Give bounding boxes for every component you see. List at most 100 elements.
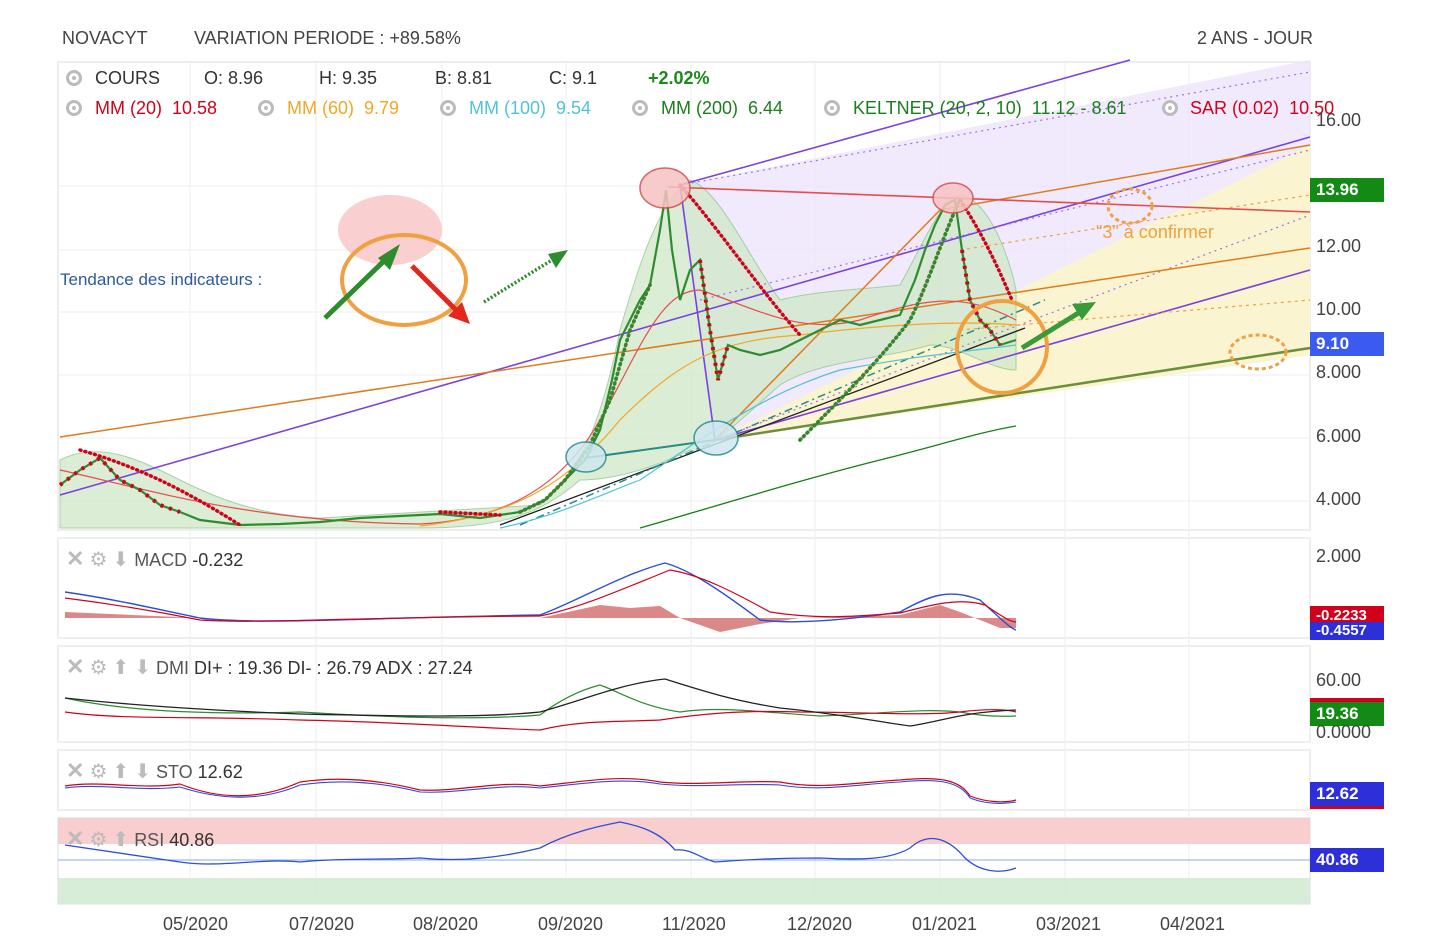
- close-icon[interactable]: ✕: [66, 758, 85, 783]
- dmi-tag: 19.36: [1310, 698, 1384, 726]
- black-trend-line: [499, 327, 1026, 526]
- macd-line: [64, 562, 1017, 631]
- arrow-up-icon[interactable]: ⬆: [112, 657, 130, 679]
- arrow-down-icon[interactable]: ⬇: [112, 549, 130, 571]
- dmi-axis-top: 60.00: [1316, 670, 1362, 690]
- y-tick-8: 8.000: [1316, 362, 1362, 382]
- change-value: +2.02%: [648, 68, 710, 88]
- rsi-header: ✕ ⚙ ⬆ RSI 40.86: [66, 826, 215, 851]
- dmi-plus-line: [64, 684, 1017, 719]
- annotation-orange-circle: [340, 233, 468, 327]
- x-tick-09-2020: 09/2020: [538, 914, 604, 934]
- rsi-oversold-zone: [58, 878, 1310, 904]
- mm60-label: MM (60) 9.79: [287, 98, 400, 118]
- gear-icon[interactable]: ⚙: [89, 549, 108, 571]
- mm100-line: [499, 344, 1017, 529]
- macd-header: ✕ ⚙ ⬇ MACD -0.232: [66, 546, 244, 571]
- target-circle-top: [1106, 187, 1154, 225]
- price-line: [59, 189, 1017, 527]
- trend-dotted: [959, 194, 1311, 331]
- high-price-tag: 13.96: [1310, 178, 1384, 202]
- macd-panel-frame: [57, 537, 1311, 639]
- low-value: B: 8.81: [435, 68, 493, 88]
- bottom-circle-right: [693, 420, 739, 456]
- arrow-up-icon[interactable]: ⬆: [112, 761, 130, 783]
- mm100-gear-icon[interactable]: [440, 100, 456, 116]
- sar-label: SAR (0.02) 10.50: [1190, 98, 1335, 118]
- x-tick-12-2020: 12/2020: [787, 914, 853, 934]
- mm20-label: MM (20) 10.58: [95, 98, 218, 118]
- sto-d-line: [64, 780, 1017, 804]
- rsi-tag: 40.86: [1310, 848, 1384, 872]
- y-tick-12: 12.00: [1316, 236, 1362, 256]
- close-icon[interactable]: ✕: [66, 654, 85, 679]
- dmi-axis-bottom: 0.0000: [1316, 722, 1372, 742]
- top-circle-left: [639, 167, 691, 209]
- period-label[interactable]: 2 ANS - JOUR: [1197, 28, 1314, 48]
- open-value: O: 8.96: [204, 68, 264, 88]
- confirm-annotation: "3" à confirmer: [1096, 222, 1214, 242]
- x-tick-04-2021: 04/2021: [1160, 914, 1226, 934]
- variation-label: VARIATION PERIODE : +89.58%: [194, 28, 461, 48]
- macd-tag-line: -0.4557: [1310, 622, 1384, 640]
- dmi-panel-frame: [57, 645, 1311, 743]
- channel-dotted: [679, 71, 1311, 441]
- trend-arrows: [323, 244, 1096, 351]
- arrow-down-icon[interactable]: ⬇: [134, 761, 151, 783]
- dmi-minus-line: [64, 709, 1017, 731]
- x-tick-11-2020: 11/2020: [662, 914, 726, 934]
- sto-header: ✕ ⚙ ⬆ ⬇ STO 12.62: [66, 758, 243, 783]
- mm60-gear-icon[interactable]: [258, 100, 274, 116]
- high-value: H: 9.35: [319, 68, 378, 88]
- mm20-gear-icon[interactable]: [66, 100, 82, 116]
- y-tick-6: 6.000: [1316, 426, 1362, 446]
- x-tick-01-2021: 01/2021: [912, 914, 978, 934]
- y-tick-10: 10.00: [1316, 299, 1362, 319]
- close-icon[interactable]: ✕: [66, 546, 85, 571]
- mm20-line: [59, 289, 1017, 525]
- keltner-gear-icon[interactable]: [824, 100, 840, 116]
- x-tick-05-2020: 05/2020: [163, 914, 229, 934]
- x-tick-08-2020: 08/2020: [413, 914, 479, 934]
- mm200-line: [639, 425, 1017, 529]
- y-tick-4: 4.000: [1316, 489, 1362, 509]
- close-value: C: 9.1: [549, 68, 598, 88]
- resistance-line: [667, 186, 1311, 213]
- x-tick-03-2021: 03/2021: [1036, 914, 1102, 934]
- mm200-label: MM (200) 6.44: [661, 98, 784, 118]
- candles-down-late: [698, 249, 1002, 381]
- gear-icon[interactable]: ⚙: [89, 657, 108, 679]
- symbol-title: NOVACYT: [62, 28, 148, 48]
- macd-tag-signal: -0.2233: [1310, 606, 1384, 626]
- gear-icon[interactable]: ⚙: [89, 761, 108, 783]
- x-tick-07-2020: 07/2020: [289, 914, 355, 934]
- top-circle-right: [932, 182, 974, 214]
- arrow-down-icon[interactable]: ⬇: [134, 657, 151, 679]
- arrow-up-icon[interactable]: ⬆: [112, 829, 130, 851]
- macd-axis-top: 2.000: [1316, 546, 1362, 566]
- dmi-header: ✕ ⚙ ⬆ ⬇ DMI DI+ : 19.36 DI- : 26.79 ADX …: [66, 654, 473, 679]
- mm100-label: MM (100) 9.54: [469, 98, 592, 118]
- current-circle: [955, 299, 1049, 395]
- cours-label: COURS: [95, 68, 161, 88]
- gear-icon[interactable]: ⚙: [89, 829, 108, 851]
- rsi-overbought-zone: [58, 818, 1310, 844]
- sar-gear-icon[interactable]: [1162, 100, 1178, 116]
- trend-annotation: Tendance des indicateurs :: [60, 270, 263, 289]
- bottom-circle-left: [565, 441, 607, 473]
- sto-tag: 12.62: [1310, 782, 1384, 809]
- sto-panel-frame: [57, 749, 1311, 811]
- y-tick-16: 16.00: [1316, 110, 1362, 130]
- target-circle-bottom: [1228, 333, 1288, 371]
- sto-k-line: [64, 777, 1017, 803]
- channel-lines: [59, 59, 1311, 496]
- close-icon[interactable]: ✕: [66, 826, 85, 851]
- mm60-line: [419, 322, 1017, 527]
- mm200-gear-icon[interactable]: [632, 100, 648, 116]
- adx-line: [64, 678, 1017, 727]
- rsi-line: [64, 821, 1017, 872]
- cours-gear-icon[interactable]: [66, 70, 82, 86]
- last-price-tag: 9.10: [1310, 332, 1384, 356]
- teal-line: [584, 439, 716, 459]
